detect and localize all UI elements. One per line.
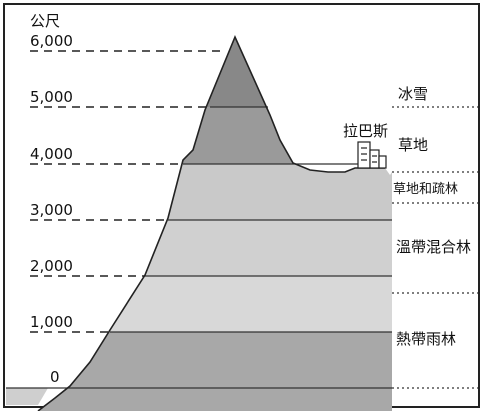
tick-3000: 3,000: [30, 201, 73, 219]
zone-grassland: 草地: [398, 136, 428, 154]
tick-6000: 6,000: [30, 32, 73, 50]
tick-1000: 1,000: [30, 313, 73, 331]
band-lines: [6, 106, 392, 389]
city-buildings-icon: [357, 141, 387, 169]
lowland-ground: [6, 388, 48, 405]
zone-grass-sparse-forest: 草地和疏林: [393, 182, 458, 197]
axis-unit: 公尺: [30, 12, 60, 30]
zone-dividers: [392, 106, 478, 389]
zone-temperate-mixed-forest: 溫帶混合林: [396, 238, 471, 256]
mountain-outline: [37, 34, 385, 411]
zone-ice-snow: 冰雪: [398, 85, 428, 103]
tick-4000: 4,000: [30, 145, 73, 163]
zone-tropical-rainforest: 熱帶雨林: [396, 330, 456, 348]
city-label: 拉巴斯: [343, 122, 388, 140]
altitude-guides: [30, 50, 225, 333]
tick-2000: 2,000: [30, 257, 73, 275]
tick-5000: 5,000: [30, 88, 73, 106]
tick-0: 0: [50, 368, 60, 386]
